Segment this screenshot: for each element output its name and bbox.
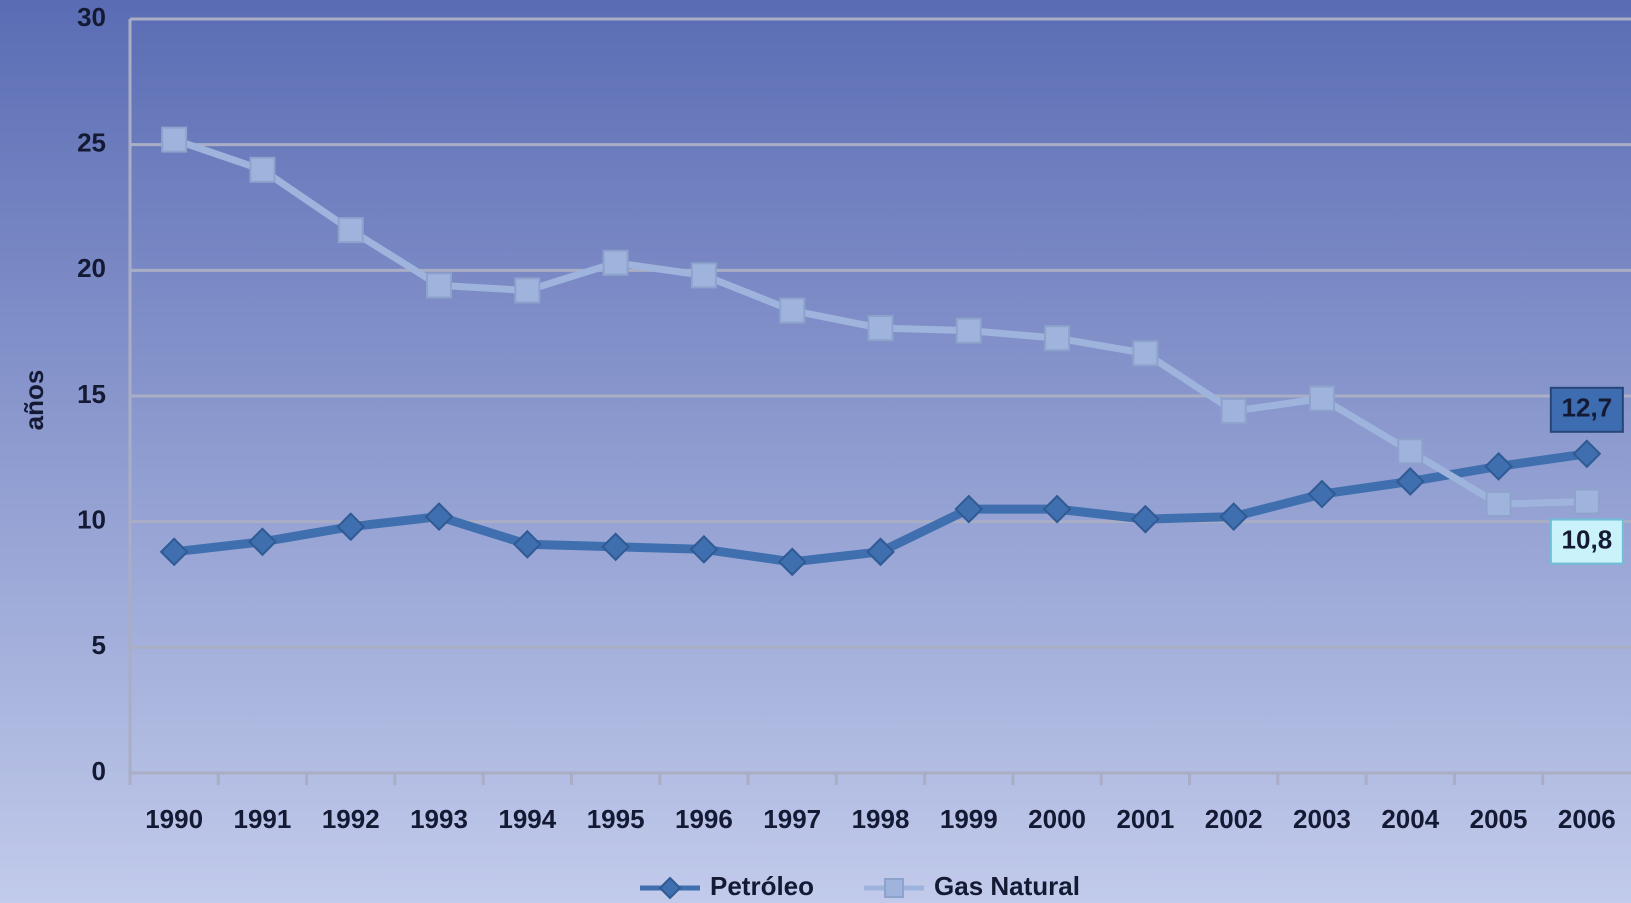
marker bbox=[1042, 494, 1072, 524]
legend-label: Gas Natural bbox=[934, 871, 1080, 901]
marker bbox=[602, 249, 629, 276]
marker bbox=[1130, 504, 1160, 534]
x-tick-label: 2003 bbox=[1293, 804, 1351, 834]
legend-label: Petróleo bbox=[710, 871, 814, 901]
marker bbox=[1484, 451, 1513, 481]
data-label: 10,8 bbox=[1562, 524, 1613, 554]
marker bbox=[1219, 502, 1249, 532]
marker bbox=[1395, 467, 1425, 496]
x-tick-label: 2002 bbox=[1205, 804, 1263, 834]
marker bbox=[1573, 488, 1600, 515]
marker bbox=[159, 537, 189, 567]
y-tick-label: 0 bbox=[92, 756, 106, 786]
marker bbox=[1572, 439, 1602, 469]
x-tick-label: 1998 bbox=[852, 804, 910, 834]
marker bbox=[424, 502, 454, 532]
x-tick-label: 1990 bbox=[145, 804, 203, 834]
marker bbox=[1132, 340, 1159, 367]
y-tick-label: 25 bbox=[77, 128, 106, 158]
marker bbox=[1397, 438, 1424, 465]
x-tick-label: 2004 bbox=[1381, 804, 1439, 834]
marker bbox=[954, 494, 984, 524]
y-tick-label: 15 bbox=[77, 379, 106, 409]
marker bbox=[426, 272, 453, 299]
marker bbox=[955, 317, 982, 344]
marker bbox=[779, 297, 806, 324]
x-tick-label: 1994 bbox=[498, 804, 556, 834]
x-tick-label: 1991 bbox=[234, 804, 292, 834]
data-label-box bbox=[1549, 518, 1624, 565]
marker bbox=[336, 512, 366, 542]
x-tick-label: 1992 bbox=[322, 804, 380, 834]
marker bbox=[690, 262, 717, 289]
marker bbox=[1307, 479, 1337, 509]
marker bbox=[866, 537, 895, 567]
x-tick-label: 1993 bbox=[410, 804, 468, 834]
marker bbox=[867, 315, 894, 342]
x-tick-label: 1995 bbox=[587, 804, 645, 834]
marker bbox=[337, 217, 364, 244]
marker bbox=[1485, 491, 1512, 518]
marker bbox=[161, 126, 188, 153]
marker bbox=[514, 277, 541, 304]
y-tick-label: 30 bbox=[77, 2, 106, 32]
marker bbox=[1220, 398, 1247, 425]
x-tick-label: 2006 bbox=[1558, 804, 1616, 834]
marker bbox=[777, 547, 807, 577]
x-tick-label: 2001 bbox=[1116, 804, 1174, 834]
marker bbox=[1044, 325, 1071, 352]
marker bbox=[601, 532, 631, 562]
y-tick-label: 5 bbox=[92, 630, 106, 660]
marker bbox=[249, 156, 276, 183]
data-label-box bbox=[1549, 386, 1624, 433]
y-tick-label: 10 bbox=[77, 505, 106, 535]
x-tick-label: 1996 bbox=[675, 804, 733, 834]
y-axis-title: años bbox=[19, 370, 49, 431]
x-tick-label: 1999 bbox=[940, 804, 998, 834]
y-tick-label: 20 bbox=[77, 253, 106, 283]
marker bbox=[512, 529, 542, 559]
x-tick-label: 1997 bbox=[763, 804, 821, 834]
marker bbox=[248, 527, 277, 557]
marker bbox=[658, 876, 682, 900]
x-tick-label: 2000 bbox=[1028, 804, 1086, 834]
marker bbox=[689, 534, 719, 564]
data-label: 12,7 bbox=[1562, 393, 1613, 423]
marker bbox=[1308, 385, 1335, 412]
marker bbox=[884, 878, 905, 898]
x-tick-label: 2005 bbox=[1470, 804, 1528, 834]
